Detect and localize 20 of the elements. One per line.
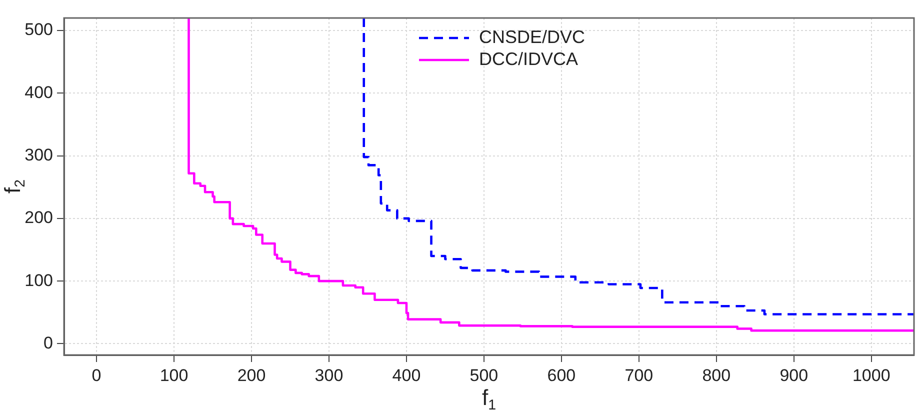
y-tick-label: 300 <box>24 145 53 164</box>
legend-label: DCC/IDVCA <box>479 48 578 69</box>
y-tick-label: 500 <box>24 20 53 40</box>
x-tick-label: 200 <box>237 366 266 385</box>
x-tick-label: 500 <box>470 366 498 385</box>
x-tick-label: 900 <box>780 366 808 385</box>
y-axis-title: f2 <box>0 179 29 194</box>
x-tick-label: 300 <box>314 366 344 385</box>
legend-label: CNSDE/DVC <box>479 26 586 47</box>
y-tick-label: 0 <box>44 333 53 352</box>
x-tick-label: 100 <box>160 366 188 385</box>
x-tick-label: 1000 <box>852 366 890 385</box>
x-tick-label: 700 <box>624 366 654 385</box>
x-tick-label: 600 <box>547 366 576 385</box>
y-tick-label: 200 <box>24 208 53 228</box>
x-tick-label: 400 <box>392 366 421 385</box>
x-tick-label: 0 <box>92 366 102 385</box>
y-tick-label: 400 <box>24 82 53 102</box>
y-tick-label: 100 <box>24 270 53 290</box>
x-tick-label: 800 <box>702 366 731 385</box>
